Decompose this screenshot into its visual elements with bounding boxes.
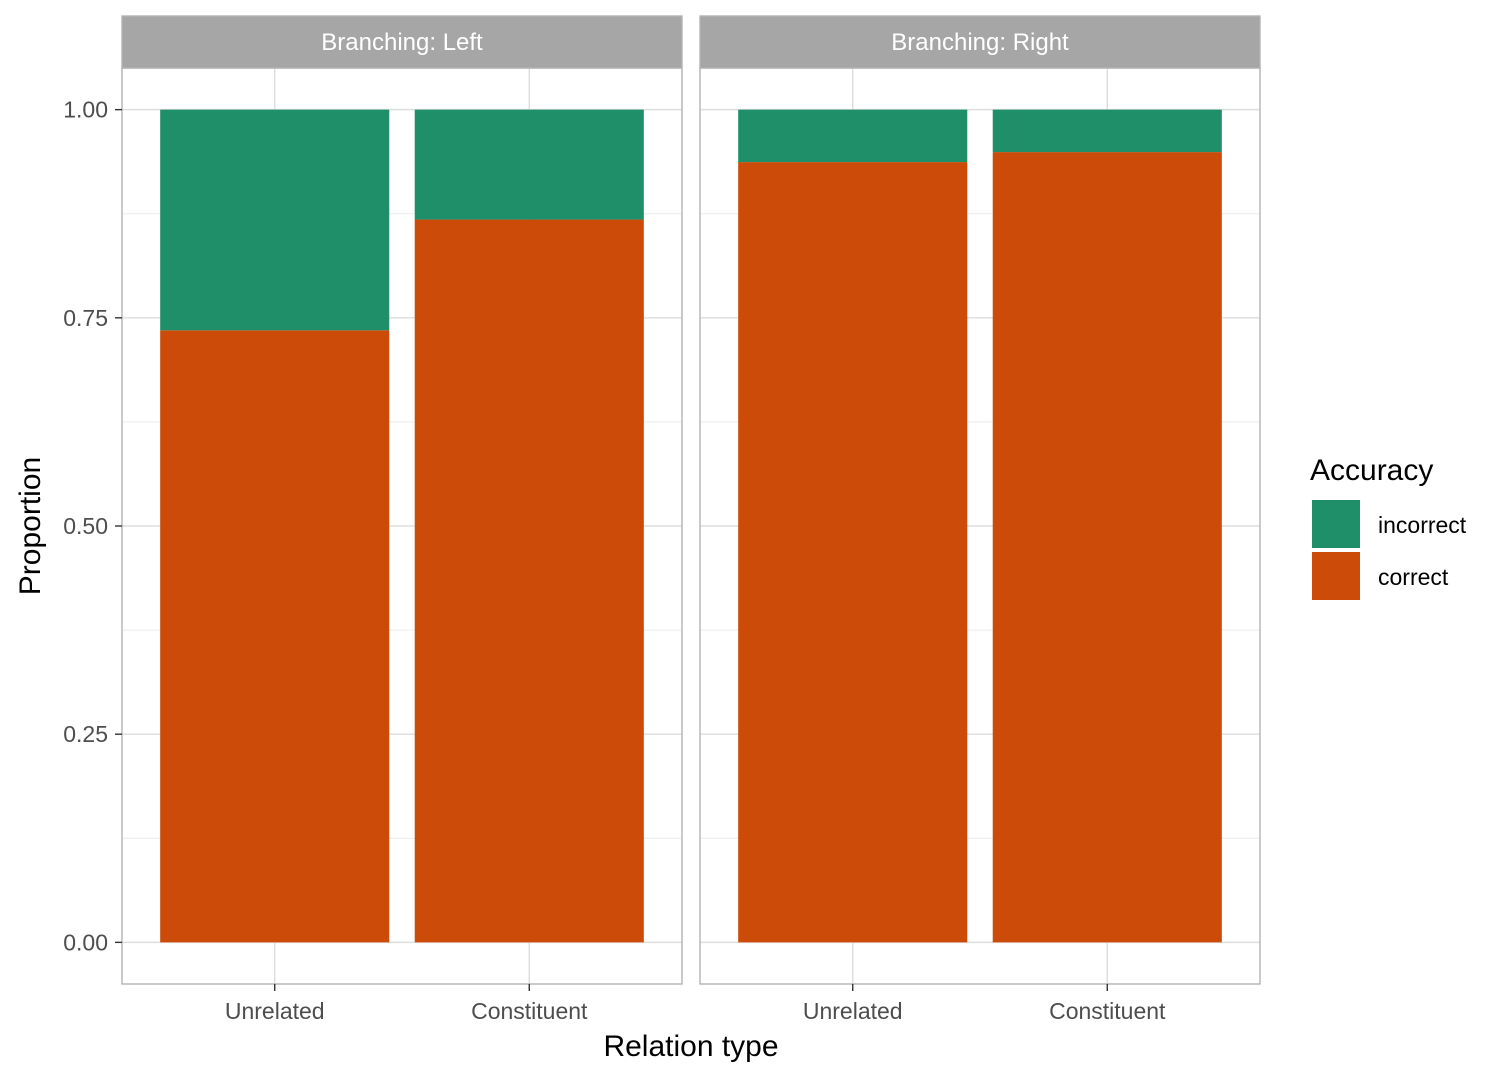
y-axis-title: Proportion [14, 457, 47, 595]
facet-strip [699, 15, 1261, 69]
legend-swatch-correct [1312, 552, 1360, 600]
bar-correct-constituent [992, 152, 1222, 943]
legend-label-correct: correct [1378, 564, 1449, 590]
y-tick-label: 0.25 [63, 721, 108, 747]
bar-incorrect-unrelated [160, 109, 390, 331]
bar-correct-unrelated [738, 162, 968, 943]
bar-incorrect-constituent [992, 109, 1222, 153]
x-tick-label: Constituent [471, 998, 588, 1024]
x-tick-label: Constituent [1049, 998, 1166, 1024]
legend-title: Accuracy [1310, 454, 1433, 487]
x-tick-label: Unrelated [225, 998, 325, 1024]
facet-strip [121, 15, 683, 69]
x-tick-label: Unrelated [803, 998, 903, 1024]
y-tick-label: 0.50 [63, 513, 108, 539]
x-axis-title: Relation type [603, 1030, 778, 1063]
bar-correct-constituent [414, 219, 644, 943]
y-tick-label: 1.00 [63, 97, 108, 123]
bar-correct-unrelated [160, 330, 390, 943]
bar-incorrect-constituent [414, 109, 644, 220]
facet-strip-label: Branching: Right [891, 29, 1069, 56]
legend-swatch-incorrect [1312, 500, 1360, 548]
facet-strip-label: Branching: Left [321, 29, 483, 56]
y-tick-label: 0.75 [63, 305, 108, 331]
legend-label-incorrect: incorrect [1378, 512, 1467, 538]
y-tick-label: 0.00 [63, 929, 108, 955]
bar-incorrect-unrelated [738, 109, 968, 163]
